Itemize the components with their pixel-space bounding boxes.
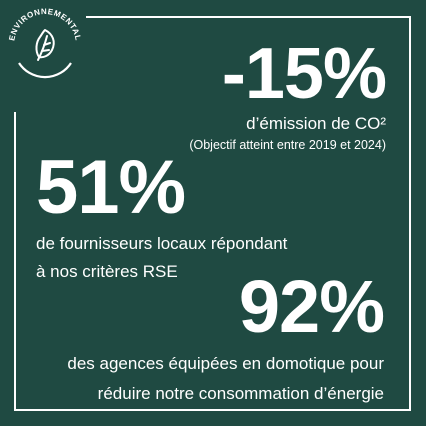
stat-description-line-1: de fournisseurs locaux répondant bbox=[36, 234, 288, 253]
frame-top-border bbox=[86, 16, 411, 18]
frame-left-border bbox=[14, 112, 16, 411]
stat-value: -15% bbox=[221, 34, 387, 114]
stat-value: 92% bbox=[238, 265, 385, 348]
stat-note: (Objectif atteint entre 2019 et 2024) bbox=[189, 138, 386, 153]
environnemental-badge: ENVIRONNEMENTAL bbox=[7, 7, 82, 79]
stat-description-line-2: réduire notre consommation d’énergie bbox=[97, 384, 384, 404]
badge-label: ENVIRONNEMENTAL bbox=[7, 7, 82, 42]
frame-right-border bbox=[409, 16, 411, 411]
stat-agencies: 92% des agences équipées en domotique po… bbox=[67, 265, 385, 405]
frame-bottom-border bbox=[14, 409, 411, 411]
stat-suppliers: 51% de fournisseurs locaux répondant à n… bbox=[36, 150, 287, 283]
stat-description-line-1: des agences équipées en domotique pour bbox=[67, 354, 384, 373]
stat-emission: -15% d’émission de CO² (Objectif atteint… bbox=[189, 34, 387, 153]
stat-value: 51% bbox=[36, 145, 186, 230]
leaf-icon bbox=[35, 29, 55, 61]
stat-description-line-2: à nos critères RSE bbox=[36, 262, 178, 282]
badge-ring bbox=[18, 62, 72, 79]
stat-description: d’émission de CO² bbox=[246, 114, 386, 133]
